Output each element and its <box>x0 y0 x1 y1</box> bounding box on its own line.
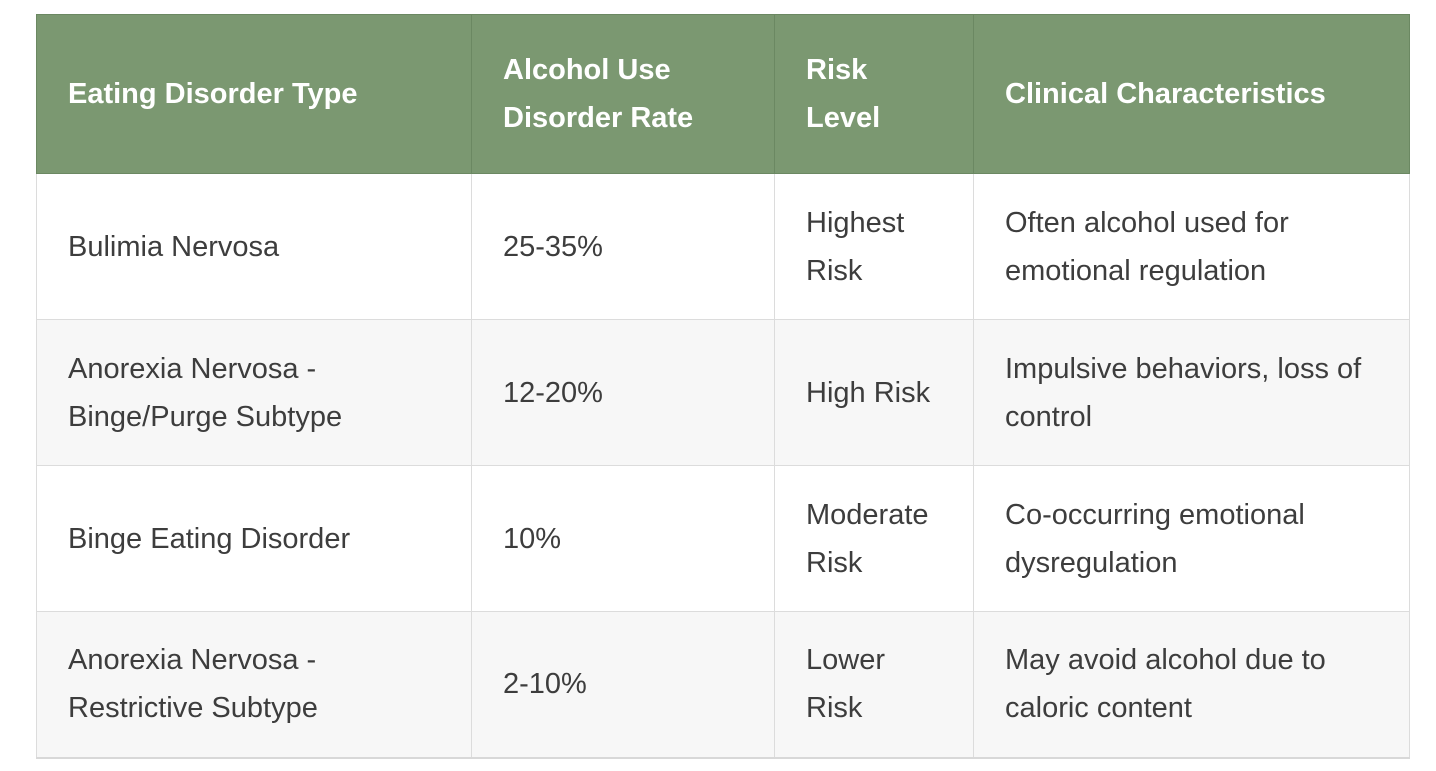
cell-aud-rate: 12-20% <box>471 319 775 466</box>
header-alcohol-use-disorder-rate: Alcohol Use Disorder Rate <box>471 14 775 174</box>
table-row: Anorexia Nervosa - Restrictive Subtype 2… <box>36 611 1410 759</box>
cell-aud-rate: 25-35% <box>471 173 775 320</box>
cell-risk-level: Lower Risk <box>774 611 974 759</box>
cell-disorder-type: Anorexia Nervosa - Binge/Purge Subtype <box>36 319 472 466</box>
cell-risk-level: Moderate Risk <box>774 465 974 612</box>
table-row: Binge Eating Disorder 10% Moderate Risk … <box>36 465 1410 612</box>
cell-clinical-characteristics: May avoid alcohol due to caloric content <box>973 611 1410 759</box>
table-body: Bulimia Nervosa 25-35% Highest Risk Ofte… <box>36 173 1410 759</box>
header-eating-disorder-type: Eating Disorder Type <box>36 14 472 174</box>
cell-risk-level: High Risk <box>774 319 974 466</box>
cell-disorder-type: Anorexia Nervosa - Restrictive Subtype <box>36 611 472 759</box>
table-row: Bulimia Nervosa 25-35% Highest Risk Ofte… <box>36 173 1410 320</box>
header-clinical-characteristics: Clinical Characteristics <box>973 14 1410 174</box>
cell-clinical-characteristics: Impulsive behaviors, loss of control <box>973 319 1410 466</box>
table-row: Anorexia Nervosa - Binge/Purge Subtype 1… <box>36 319 1410 466</box>
comparison-table-container: Eating Disorder Type Alcohol Use Disorde… <box>36 14 1410 759</box>
eating-disorder-alcohol-table: Eating Disorder Type Alcohol Use Disorde… <box>36 14 1410 759</box>
table-header: Eating Disorder Type Alcohol Use Disorde… <box>36 14 1410 174</box>
header-row: Eating Disorder Type Alcohol Use Disorde… <box>36 14 1410 174</box>
cell-aud-rate: 10% <box>471 465 775 612</box>
cell-disorder-type: Binge Eating Disorder <box>36 465 472 612</box>
header-risk-level: Risk Level <box>774 14 974 174</box>
cell-clinical-characteristics: Often alcohol used for emotional regulat… <box>973 173 1410 320</box>
cell-risk-level: Highest Risk <box>774 173 974 320</box>
cell-clinical-characteristics: Co-occurring emotional dysregulation <box>973 465 1410 612</box>
cell-disorder-type: Bulimia Nervosa <box>36 173 472 320</box>
cell-aud-rate: 2-10% <box>471 611 775 759</box>
